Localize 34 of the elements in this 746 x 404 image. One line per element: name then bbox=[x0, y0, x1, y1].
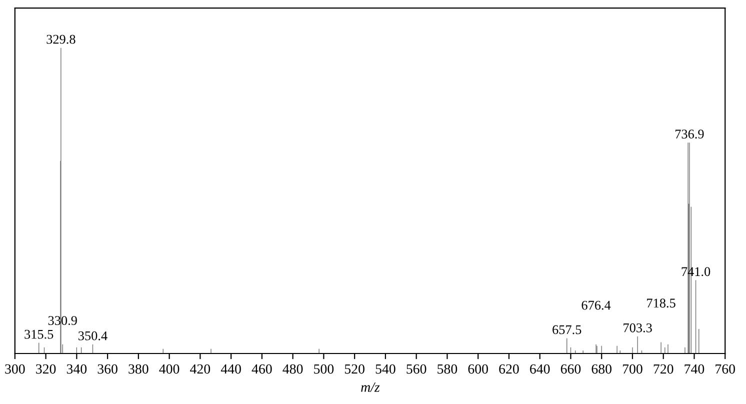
x-tick-label: 720 bbox=[654, 364, 674, 374]
x-tick-label: 360 bbox=[98, 364, 118, 374]
x-tick-label: 460 bbox=[252, 364, 272, 374]
x-tick-label: 440 bbox=[220, 364, 241, 374]
x-tick-label: 600 bbox=[468, 364, 488, 374]
annotation: 657.5 bbox=[552, 325, 582, 334]
x-tick-label: 480 bbox=[282, 364, 303, 374]
x-tick-label: 660 bbox=[560, 364, 581, 374]
x-tick-label: 300 bbox=[5, 364, 25, 374]
x-tick-label: 560 bbox=[406, 364, 426, 374]
x-tick-label: 740 bbox=[684, 364, 704, 374]
x-tick-label: 760 bbox=[716, 364, 735, 374]
annotation: 315.5 bbox=[24, 330, 54, 339]
annotation: 350.4 bbox=[78, 331, 108, 340]
x-tick-label: 580 bbox=[438, 364, 458, 374]
x-tick-label: 400 bbox=[159, 364, 180, 374]
x-tick-label: 520 bbox=[344, 364, 364, 374]
annotation: 676.4 bbox=[582, 300, 611, 310]
x-tick-label: 540 bbox=[376, 364, 396, 374]
annotation: 718.5 bbox=[647, 298, 676, 308]
x-axis-title: m/z bbox=[361, 382, 380, 392]
x-tick-label: 340 bbox=[66, 364, 87, 374]
annotation: 703.3 bbox=[624, 323, 652, 332]
x-tick-label: 420 bbox=[190, 364, 210, 374]
x-tick-label: 700 bbox=[622, 364, 642, 374]
x-tick-label: 680 bbox=[592, 364, 612, 374]
x-tick-label: 640 bbox=[530, 364, 550, 374]
annotation: 736.9 bbox=[675, 130, 704, 139]
annotation: 330.9 bbox=[48, 316, 77, 326]
x-tick-label: 320 bbox=[36, 364, 56, 374]
x-tick-label: 620 bbox=[499, 364, 519, 374]
x-tick-label: 500 bbox=[314, 364, 334, 374]
x-tick-label: 380 bbox=[128, 364, 148, 374]
annotation: 329.8 bbox=[46, 34, 76, 44]
